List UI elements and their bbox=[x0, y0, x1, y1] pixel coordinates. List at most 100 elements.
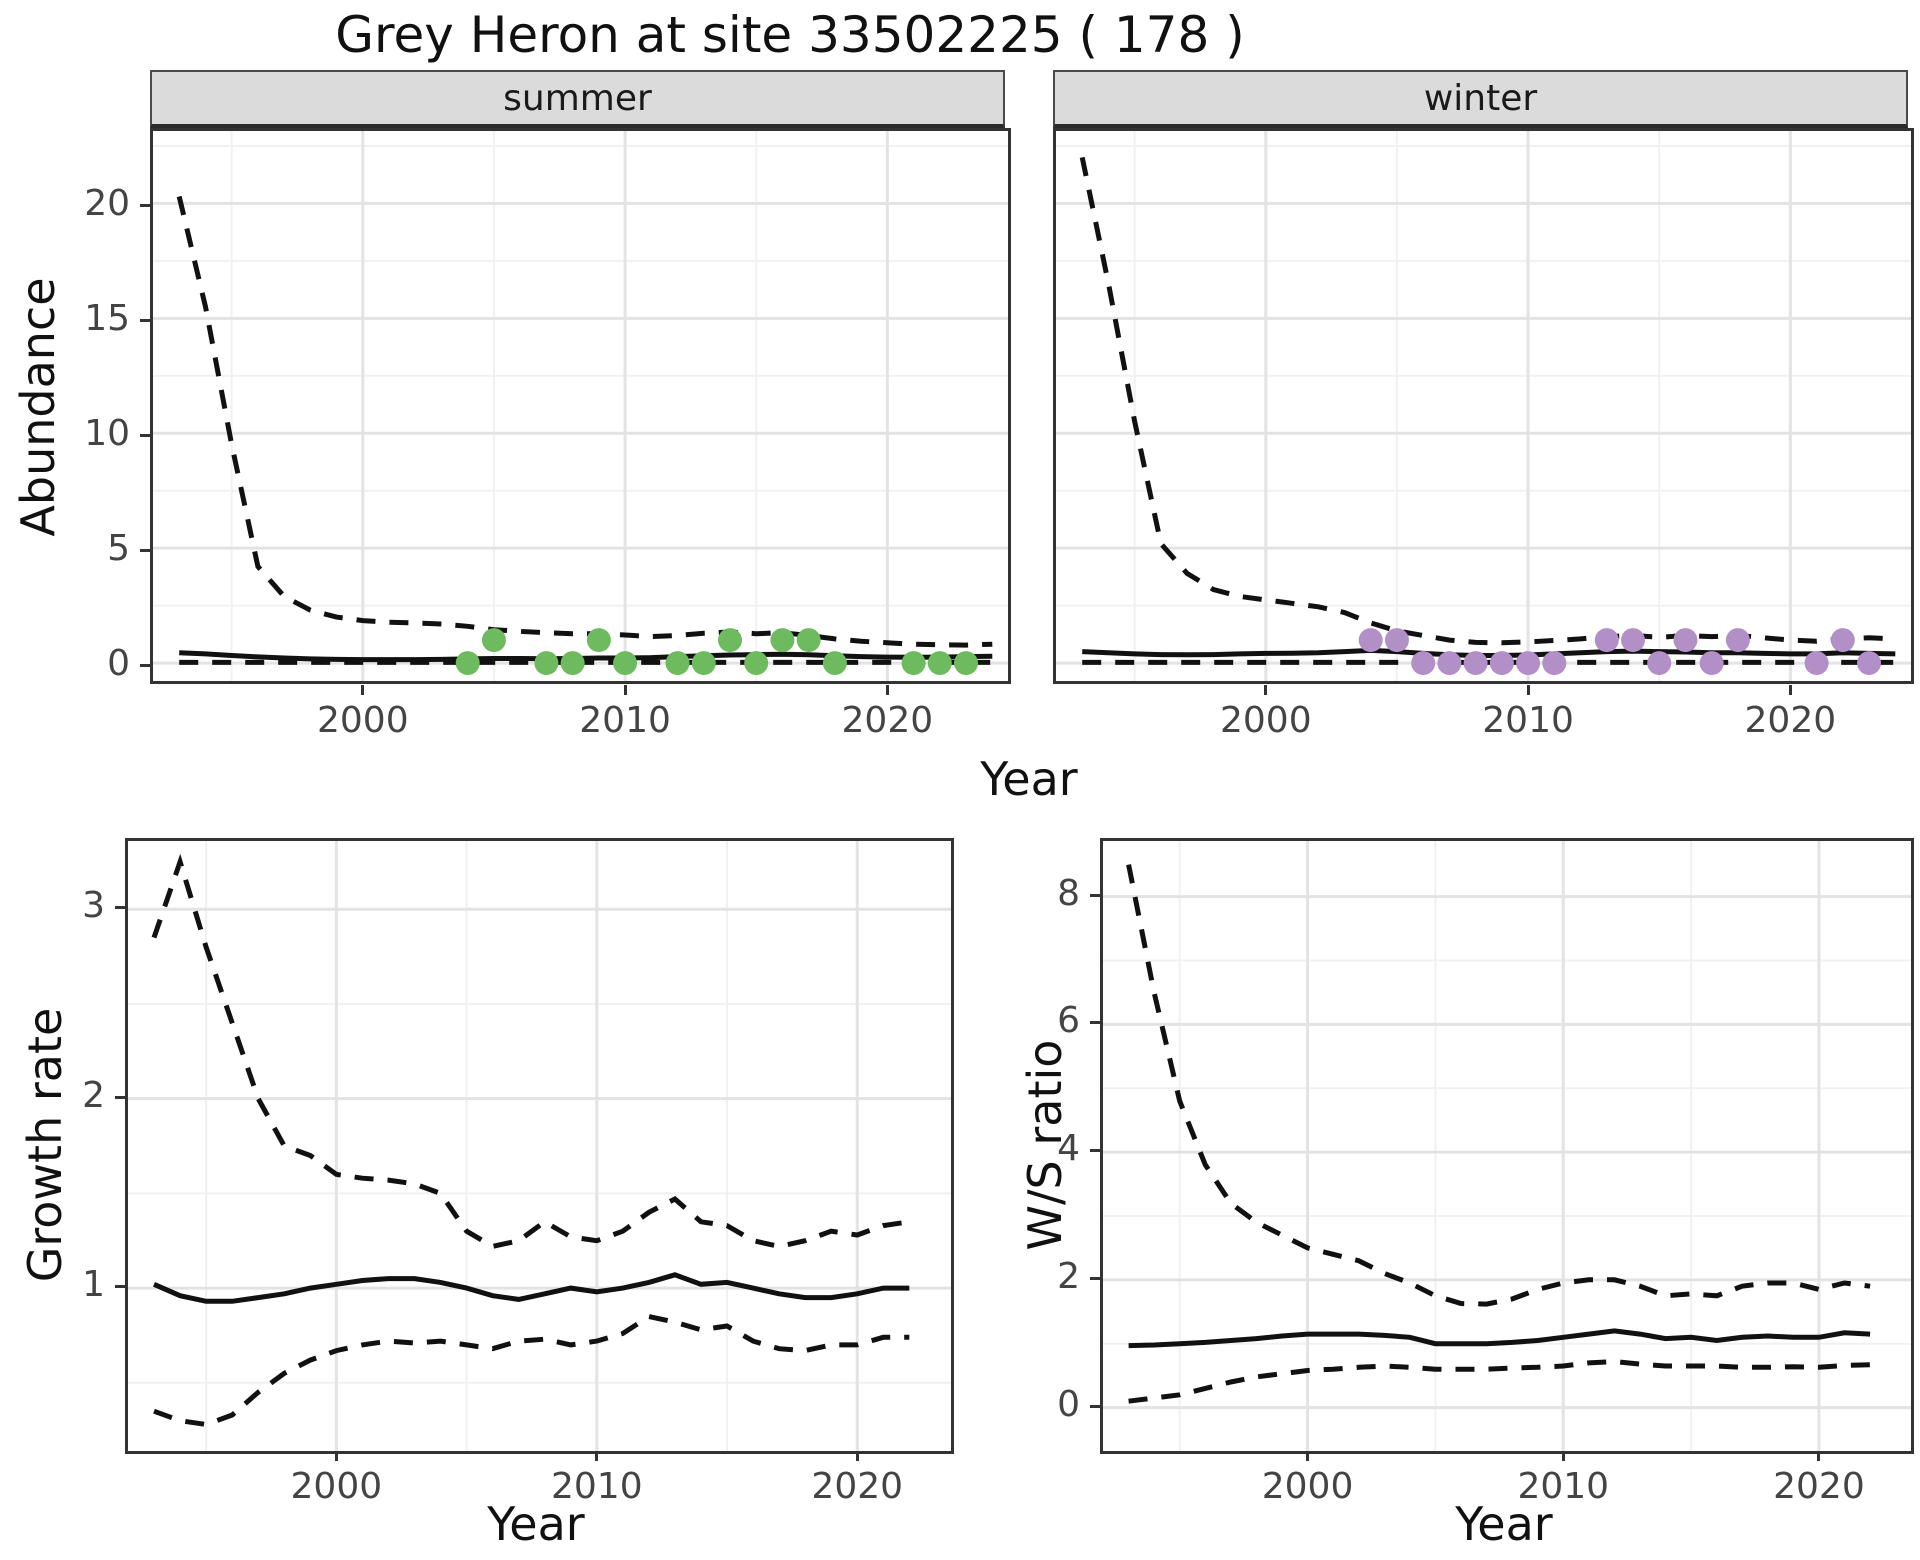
tick-mark bbox=[855, 1451, 859, 1461]
facet-panel-winter: winter 2000 2010 2020 bbox=[1053, 70, 1914, 741]
data-point bbox=[744, 651, 769, 676]
tick-mark bbox=[361, 685, 365, 695]
tick-mark bbox=[1817, 1451, 1821, 1461]
growth-rate-plot bbox=[125, 838, 954, 1454]
tick-mark bbox=[140, 319, 150, 323]
tick-label: 2000 bbox=[317, 700, 409, 741]
data-point bbox=[822, 651, 847, 676]
tick-label: 20 bbox=[84, 183, 130, 225]
data-point bbox=[1437, 651, 1462, 676]
tick-label: 3 bbox=[82, 885, 105, 927]
chart-title: Grey Heron at site 33502225 ( 178 ) bbox=[335, 6, 1245, 64]
data-point bbox=[1489, 651, 1514, 676]
data-point bbox=[665, 651, 690, 676]
abundance-winter-plot bbox=[1053, 128, 1914, 684]
facet-strip-label: winter bbox=[1423, 77, 1538, 119]
tick-label: 2020 bbox=[811, 1466, 904, 1507]
panel-growth-rate: 2000 2010 2020 1 2 3 bbox=[82, 838, 954, 1507]
tick-label: 0 bbox=[107, 643, 130, 685]
y-axis-title-abundance: Abundance bbox=[11, 277, 65, 537]
tick-mark bbox=[140, 664, 150, 668]
tick-label: 2010 bbox=[1517, 1466, 1610, 1507]
tick-label: 0 bbox=[1057, 1383, 1080, 1425]
data-point bbox=[1542, 651, 1567, 676]
data-point bbox=[586, 628, 611, 653]
tick-mark bbox=[115, 1095, 125, 1099]
tick-mark bbox=[1090, 1404, 1100, 1408]
tick-mark bbox=[115, 1285, 125, 1289]
tick-mark bbox=[1090, 1021, 1100, 1025]
data-point bbox=[1647, 651, 1672, 676]
data-point bbox=[1804, 651, 1829, 676]
y-axis-title-growth-rate: Growth rate bbox=[18, 1007, 72, 1283]
tick-mark bbox=[623, 685, 627, 695]
data-point bbox=[455, 651, 480, 676]
tick-label: 2 bbox=[1057, 1255, 1080, 1297]
data-point bbox=[1516, 651, 1541, 676]
facet-strip-summer: summer bbox=[150, 70, 1005, 128]
facet-panel-summer: summer 2000 2010 2020 0 5 10 15 20 bbox=[84, 70, 1011, 741]
tick-mark bbox=[595, 1451, 599, 1461]
tick-label: 2 bbox=[82, 1074, 105, 1116]
tick-mark bbox=[1264, 685, 1268, 695]
data-point bbox=[770, 628, 795, 653]
data-point bbox=[691, 651, 716, 676]
x-axis-title-year-growth: Year bbox=[487, 1497, 585, 1551]
data-point bbox=[481, 628, 506, 653]
data-point bbox=[1857, 651, 1882, 676]
tick-mark bbox=[1526, 685, 1530, 695]
data-point bbox=[1411, 651, 1436, 676]
tick-mark bbox=[1306, 1451, 1310, 1461]
facet-strip-winter: winter bbox=[1053, 70, 1908, 128]
tick-label: 6 bbox=[1057, 1000, 1080, 1042]
tick-mark bbox=[1090, 1149, 1100, 1153]
data-point bbox=[1358, 628, 1383, 653]
tick-label: 4 bbox=[1057, 1128, 1080, 1170]
tick-label: 2020 bbox=[1744, 700, 1837, 741]
tick-label: 2020 bbox=[1773, 1466, 1865, 1507]
data-point bbox=[1830, 628, 1855, 653]
panel-ws-ratio: 2000 2010 2020 0 2 4 6 8 bbox=[1057, 838, 1914, 1507]
tick-label: 10 bbox=[84, 413, 130, 455]
tick-label: 2010 bbox=[579, 700, 671, 741]
data-point bbox=[1673, 628, 1698, 653]
tick-mark bbox=[115, 906, 125, 910]
tick-label: 2000 bbox=[290, 1466, 383, 1507]
abundance-summer-plot bbox=[150, 128, 1011, 684]
data-point bbox=[901, 651, 926, 676]
data-point bbox=[1725, 628, 1750, 653]
data-point bbox=[796, 628, 821, 653]
tick-mark bbox=[1090, 893, 1100, 897]
data-point bbox=[927, 651, 952, 676]
tick-mark bbox=[334, 1451, 338, 1461]
ws-ratio-plot bbox=[1100, 838, 1914, 1454]
tick-mark bbox=[1561, 1451, 1565, 1461]
data-point bbox=[1384, 628, 1409, 653]
data-point bbox=[1699, 651, 1724, 676]
tick-mark bbox=[140, 204, 150, 208]
data-point bbox=[560, 651, 585, 676]
tick-label: 2020 bbox=[841, 700, 934, 741]
data-point bbox=[534, 651, 559, 676]
data-point bbox=[1594, 628, 1619, 653]
tick-label: 1 bbox=[82, 1264, 105, 1306]
data-point bbox=[1463, 651, 1488, 676]
tick-label: 5 bbox=[107, 528, 130, 570]
facet-strip-label: summer bbox=[503, 77, 652, 119]
x-axis-title-year-top: Year bbox=[980, 752, 1078, 806]
tick-mark bbox=[1090, 1276, 1100, 1280]
x-axis-title-year-ws: Year bbox=[1455, 1497, 1553, 1551]
tick-mark bbox=[885, 685, 889, 695]
tick-mark bbox=[140, 549, 150, 553]
data-point bbox=[717, 628, 742, 653]
tick-label: 8 bbox=[1057, 872, 1080, 914]
tick-mark bbox=[1788, 685, 1792, 695]
data-point bbox=[1620, 628, 1645, 653]
tick-label: 2010 bbox=[1482, 700, 1574, 741]
tick-mark bbox=[140, 434, 150, 438]
tick-label: 2000 bbox=[1220, 700, 1312, 741]
data-point bbox=[954, 651, 979, 676]
tick-label: 15 bbox=[84, 298, 130, 340]
data-point bbox=[613, 651, 638, 676]
